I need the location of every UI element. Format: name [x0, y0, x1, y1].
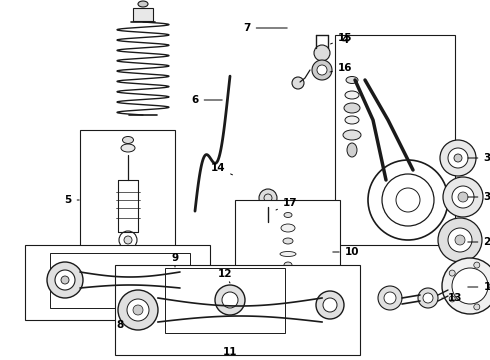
Circle shape — [448, 228, 472, 252]
Text: 11: 11 — [223, 347, 237, 357]
Circle shape — [133, 305, 143, 315]
Bar — [335, 35, 455, 245]
Circle shape — [167, 267, 193, 293]
Ellipse shape — [284, 262, 292, 268]
Circle shape — [448, 148, 468, 168]
Circle shape — [438, 218, 482, 262]
Circle shape — [124, 236, 132, 244]
Circle shape — [443, 177, 483, 217]
Ellipse shape — [122, 136, 133, 144]
Text: 6: 6 — [192, 95, 222, 105]
Circle shape — [474, 304, 480, 310]
Circle shape — [47, 262, 83, 298]
Text: 3: 3 — [468, 153, 490, 163]
Bar — [80, 130, 175, 260]
Text: 9: 9 — [172, 253, 178, 267]
Ellipse shape — [281, 224, 295, 232]
Circle shape — [458, 192, 468, 202]
Bar — [235, 200, 340, 305]
Circle shape — [455, 235, 465, 245]
Bar — [50, 253, 190, 308]
Circle shape — [384, 292, 396, 304]
Circle shape — [489, 283, 490, 289]
Bar — [25, 245, 210, 320]
Circle shape — [452, 186, 474, 208]
Circle shape — [454, 154, 462, 162]
Text: 4: 4 — [342, 35, 349, 45]
Ellipse shape — [284, 212, 292, 217]
Ellipse shape — [344, 103, 360, 113]
Circle shape — [442, 258, 490, 314]
Circle shape — [316, 291, 344, 319]
Circle shape — [261, 221, 275, 235]
Circle shape — [449, 270, 455, 276]
Circle shape — [123, 270, 137, 284]
Text: 14: 14 — [211, 163, 232, 175]
Circle shape — [323, 298, 337, 312]
Text: 2: 2 — [468, 237, 490, 247]
Circle shape — [222, 292, 238, 308]
Circle shape — [127, 299, 149, 321]
Ellipse shape — [345, 116, 359, 124]
Bar — [165, 268, 285, 333]
Circle shape — [474, 262, 480, 268]
Circle shape — [173, 273, 187, 287]
Text: 8: 8 — [117, 320, 123, 330]
Text: 5: 5 — [64, 195, 79, 205]
Bar — [115, 265, 360, 355]
Ellipse shape — [121, 144, 135, 152]
Circle shape — [317, 65, 327, 75]
Circle shape — [418, 288, 438, 308]
Ellipse shape — [345, 91, 359, 99]
Circle shape — [312, 60, 332, 80]
Ellipse shape — [283, 288, 293, 296]
Text: 10: 10 — [333, 247, 359, 257]
Text: 17: 17 — [276, 198, 297, 210]
Text: 13: 13 — [442, 293, 462, 303]
Bar — [133, 8, 153, 21]
Circle shape — [55, 270, 75, 290]
Ellipse shape — [346, 77, 358, 84]
Ellipse shape — [285, 271, 291, 285]
Text: 7: 7 — [244, 23, 287, 33]
Ellipse shape — [343, 130, 361, 140]
Text: 3: 3 — [468, 192, 490, 202]
Circle shape — [61, 276, 69, 284]
Circle shape — [378, 286, 402, 310]
Text: 1: 1 — [468, 282, 490, 292]
Text: 16: 16 — [330, 63, 352, 73]
Circle shape — [449, 296, 455, 302]
Circle shape — [259, 189, 277, 207]
Text: 15: 15 — [331, 33, 352, 44]
Circle shape — [452, 268, 488, 304]
Ellipse shape — [347, 143, 357, 157]
Circle shape — [292, 77, 304, 89]
Ellipse shape — [138, 1, 148, 7]
Ellipse shape — [283, 238, 293, 244]
Circle shape — [423, 293, 433, 303]
Ellipse shape — [280, 252, 296, 256]
Circle shape — [118, 290, 158, 330]
Circle shape — [215, 285, 245, 315]
Text: 12: 12 — [218, 269, 232, 283]
Circle shape — [314, 45, 330, 61]
Circle shape — [440, 140, 476, 176]
